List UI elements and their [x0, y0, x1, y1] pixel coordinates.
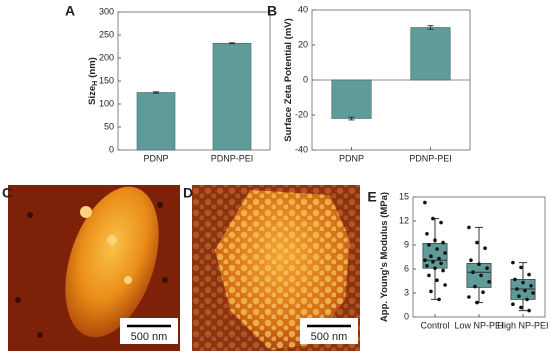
y-tick-label: 150 — [99, 75, 114, 85]
y-tick-label: -40 — [295, 144, 308, 154]
data-point — [425, 232, 429, 236]
panel-letter: C — [2, 185, 12, 201]
bar — [331, 79, 372, 119]
data-point — [525, 297, 529, 302]
data-point — [519, 265, 523, 270]
data-point — [473, 284, 477, 289]
bar — [136, 92, 176, 151]
y-tick-label: 50 — [104, 121, 114, 131]
panel-letter: B — [267, 3, 277, 19]
bar — [410, 27, 451, 81]
data-point — [467, 295, 471, 299]
data-point — [487, 280, 491, 284]
y-tick-label: 100 — [99, 98, 114, 108]
data-point — [515, 287, 519, 291]
data-point — [441, 240, 445, 245]
data-point — [471, 270, 475, 275]
data-point — [531, 291, 535, 295]
data-point — [433, 266, 437, 271]
y-axis-label-text: App. Young's Modulus (MPa) — [379, 192, 390, 322]
y-tick-label: 0 — [303, 74, 308, 84]
data-point — [425, 264, 429, 268]
data-point — [529, 284, 533, 288]
x-tick-label: PDNP — [339, 153, 364, 163]
data-point — [431, 216, 435, 221]
data-point — [521, 280, 525, 285]
y-tick-label: 12 — [399, 215, 409, 225]
x-tick-label: PDNP-PEI — [211, 153, 254, 163]
data-point — [427, 243, 431, 247]
data-point — [429, 289, 433, 294]
data-point — [435, 247, 439, 251]
bar — [212, 42, 252, 151]
y-tick-label: 200 — [99, 52, 114, 62]
afm-image-d: 500 nm D — [183, 185, 360, 351]
data-point — [527, 272, 531, 277]
data-point — [481, 290, 485, 295]
y-axis-label: App. Young's Modulus (MPa) — [379, 192, 390, 322]
data-point — [513, 277, 517, 282]
data-point — [477, 262, 481, 267]
data-point — [435, 278, 439, 283]
data-point — [431, 260, 435, 264]
data-point — [469, 258, 473, 263]
data-point — [437, 297, 441, 302]
afm-image-c: 500 nm C — [2, 185, 180, 351]
x-tick-label: PDNP — [143, 153, 168, 163]
panel-letter: D — [183, 185, 193, 201]
data-point — [523, 288, 527, 293]
data-point — [443, 283, 447, 287]
y-tick-label: 3 — [404, 287, 409, 297]
data-point — [439, 220, 443, 225]
data-point — [429, 254, 433, 258]
x-tick-label: PDNP-PEI — [409, 153, 452, 163]
y-tick-label: 0 — [404, 311, 409, 321]
data-point — [519, 305, 523, 310]
y-tick-label: 15 — [399, 191, 409, 201]
data-point — [483, 246, 487, 250]
y-axis-label-text: Size — [87, 86, 98, 105]
data-point — [439, 261, 443, 266]
y-axis-label-text: Surface Zeta Potential (mV) — [283, 18, 294, 142]
y-axis-label: Surface Zeta Potential (mV) — [283, 18, 294, 142]
data-point — [443, 251, 447, 255]
panel-letter: A — [65, 3, 75, 19]
y-axis-label-subscript: H — [92, 81, 99, 86]
data-point — [423, 258, 427, 263]
y-axis-label-unit: (nm) — [87, 57, 98, 78]
data-point — [433, 238, 437, 242]
data-point — [511, 302, 515, 307]
y-tick-label: 250 — [99, 29, 114, 39]
data-point — [511, 260, 515, 265]
scale-bar-label: 500 nm — [131, 331, 168, 343]
x-tick-label: High NP-PEI — [497, 320, 548, 330]
x-tick-label: Low NP-PEI — [454, 320, 503, 330]
y-tick-label: 9 — [404, 239, 409, 249]
data-point — [485, 266, 489, 271]
y-axis-label: SizeH (nm) — [87, 57, 99, 105]
data-point — [423, 200, 427, 205]
data-point — [475, 300, 479, 305]
x-tick-label: Control — [420, 320, 449, 330]
y-tick-label: 6 — [404, 263, 409, 273]
panel-letter: E — [367, 189, 376, 205]
data-point — [441, 268, 445, 273]
data-point — [467, 225, 471, 230]
data-point — [475, 240, 479, 245]
data-point — [517, 294, 521, 299]
data-point — [437, 256, 441, 261]
data-point — [479, 273, 483, 278]
data-point — [527, 308, 531, 313]
y-tick-label: 0 — [109, 144, 114, 154]
y-tick-label: 20 — [298, 39, 308, 49]
y-tick-label: 40 — [298, 4, 308, 14]
data-point — [427, 273, 431, 278]
y-tick-label: -20 — [295, 109, 308, 119]
scale-bar-label: 500 nm — [311, 331, 348, 343]
y-tick-label: 300 — [99, 6, 114, 16]
